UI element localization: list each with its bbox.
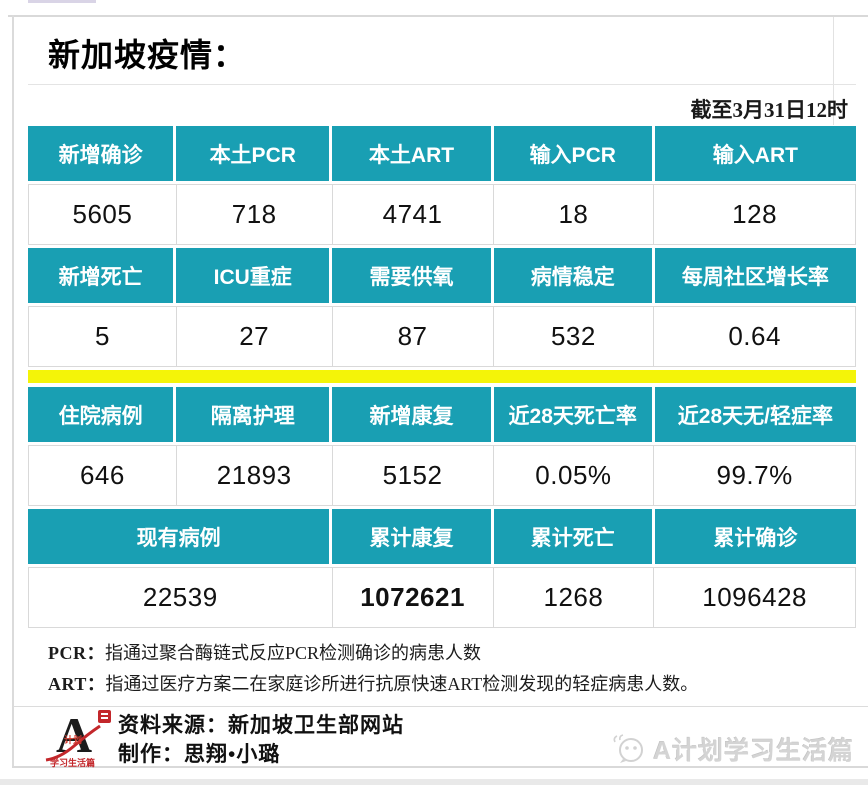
source-text: 资料来源：新加坡卫生部网站 [118, 713, 404, 737]
header-cell: 需要供氧 [332, 248, 494, 303]
a-plan-logo-icon: A 计划 学习生活篇 [44, 707, 120, 768]
value-cell: 0.05% [493, 446, 655, 505]
value-cell: 5 [29, 307, 177, 366]
value-row-severity: 5 27 87 532 0.64 [28, 306, 856, 367]
header-cell: 每周社区增长率 [654, 248, 856, 303]
value-cell: 0.64 [654, 307, 855, 366]
wechat-icon [613, 734, 643, 763]
bottom-gray-strip [0, 779, 868, 785]
header-cell: ICU重症 [176, 248, 333, 303]
header-cell: 累计确诊 [654, 509, 856, 564]
note-art-text: 指通过医疗方案二在家庭诊所进行抗原快速ART检测发现的轻症病患人数。 [105, 674, 699, 694]
logo-swoosh [45, 724, 101, 762]
value-cell: 646 [29, 446, 177, 505]
header-cell: 近28天死亡率 [493, 387, 655, 442]
header-cell: 新增康复 [332, 387, 494, 442]
value-cell: 4741 [332, 185, 494, 244]
header-cell: 本土ART [332, 126, 494, 181]
credits-block: 资料来源：新加坡卫生部网站 制作：思翔•小璐 [118, 711, 404, 769]
note-pcr: PCR：指通过聚合酶链式反应PCR检测确诊的病患人数 [48, 638, 838, 669]
value-cell: 21893 [176, 446, 333, 505]
page-border-bottom [12, 766, 868, 768]
header-cell: 新增确诊 [28, 126, 177, 181]
page-border-right [833, 17, 834, 125]
top-left-dash [28, 0, 96, 3]
note-art-label: ART： [48, 674, 106, 694]
header-cell: 输入PCR [493, 126, 655, 181]
header-cell: 新增死亡 [28, 248, 177, 303]
page-border-left [12, 15, 14, 767]
note-pcr-text: 指通过聚合酶链式反应PCR检测确诊的病患人数 [105, 643, 482, 663]
header-cell: 本土PCR [176, 126, 333, 181]
logo-caption: 学习生活篇 [50, 757, 95, 768]
value-cell: 128 [654, 185, 855, 244]
header-row-new-cases: 新增确诊 本土PCR 本土ART 输入PCR 输入ART [28, 126, 856, 181]
value-row-new-cases: 5605 718 4741 18 128 [28, 184, 856, 245]
value-cell: 1072621 [332, 568, 494, 627]
logo-seal [98, 710, 111, 723]
value-cell: 22539 [29, 568, 333, 627]
header-row-severity: 新增死亡 ICU重症 需要供氧 病情稳定 每周社区增长率 [28, 248, 856, 303]
value-cell: 5152 [332, 446, 494, 505]
as-of-date: 截至3月31日12时 [690, 98, 849, 122]
yellow-divider [28, 370, 856, 383]
footnotes: PCR：指通过聚合酶链式反应PCR检测确诊的病患人数 ART：指通过医疗方案二在… [48, 638, 838, 700]
value-cell: 87 [332, 307, 494, 366]
wechat-watermark: A计划学习生活篇 [611, 731, 854, 767]
title-divider [28, 84, 856, 85]
note-art: ART：指通过医疗方案二在家庭诊所进行抗原快速ART检测发现的轻症病患人数。 [48, 669, 838, 700]
header-cell: 隔离护理 [176, 387, 333, 442]
value-cell: 99.7% [654, 446, 855, 505]
value-cell: 5605 [29, 185, 177, 244]
stats-table: 新增确诊 本土PCR 本土ART 输入PCR 输入ART 5605 718 47… [28, 126, 856, 631]
value-cell: 18 [493, 185, 655, 244]
watermark-text: A计划学习生活篇 [652, 737, 854, 765]
header-cell: 住院病例 [28, 387, 177, 442]
header-cell: 输入ART [654, 126, 856, 181]
header-cell: 现有病例 [28, 509, 333, 564]
note-pcr-label: PCR： [48, 643, 105, 663]
value-cell: 1096428 [654, 568, 855, 627]
logo-seal-mark [101, 713, 108, 715]
page-border-top [8, 15, 868, 17]
value-row-cumulative: 22539 1072621 1268 1096428 [28, 567, 856, 628]
header-cell: 近28天无/轻症率 [654, 387, 856, 442]
value-cell: 1268 [493, 568, 655, 627]
logo-overlay-text: 计划 [64, 734, 82, 745]
header-cell: 病情稳定 [493, 248, 655, 303]
header-row-cumulative: 现有病例 累计康复 累计死亡 累计确诊 [28, 509, 856, 564]
header-cell: 累计死亡 [493, 509, 655, 564]
value-row-care: 646 21893 5152 0.05% 99.7% [28, 445, 856, 506]
header-row-care: 住院病例 隔离护理 新增康复 近28天死亡率 近28天无/轻症率 [28, 387, 856, 442]
value-cell: 718 [176, 185, 333, 244]
value-cell: 532 [493, 307, 655, 366]
value-cell: 27 [176, 307, 333, 366]
footer-divider [13, 706, 868, 707]
header-cell: 累计康复 [332, 509, 494, 564]
page-title: 新加坡疫情： [48, 37, 247, 73]
logo-seal-mark [101, 717, 108, 719]
maker-text: 制作：思翔•小璐 [118, 742, 281, 766]
